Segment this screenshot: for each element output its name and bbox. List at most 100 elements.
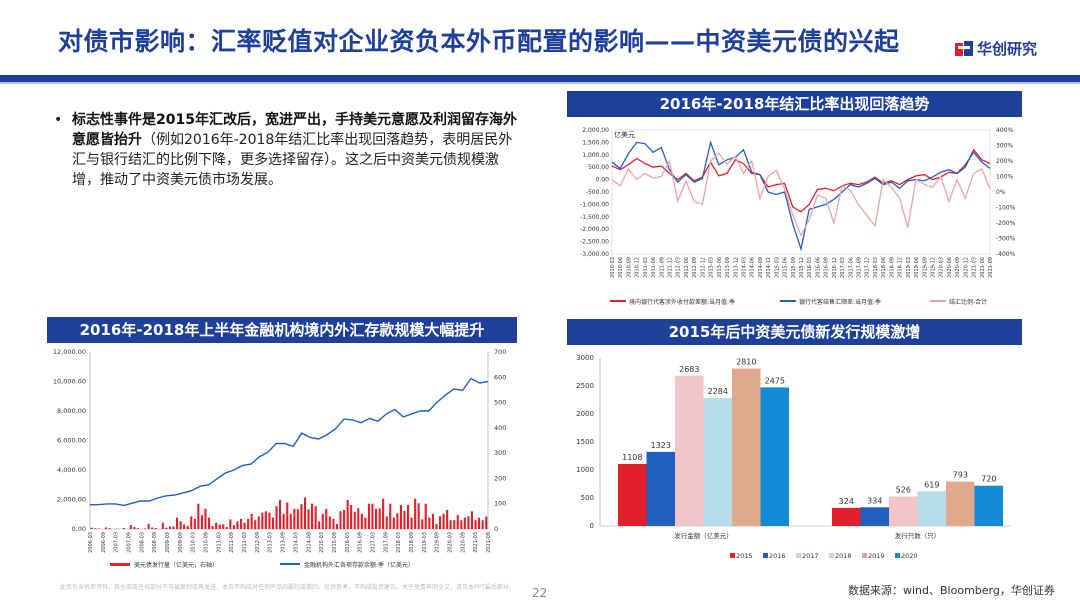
y-tick-left: 1,000.00 [582, 152, 609, 159]
bar-value-label: 324 [839, 497, 854, 506]
x-tick: 2016-03 [345, 532, 351, 553]
x-tick: 2018-03 [396, 532, 402, 553]
legend-label: 2017 [802, 552, 819, 560]
issuance-bar [129, 525, 132, 529]
issuance-bar [108, 528, 111, 529]
x-tick: 2019-09 [435, 532, 441, 553]
issuance-bar [247, 518, 250, 529]
bar-value-label: 334 [867, 496, 882, 505]
x-tick: 2011-09 [229, 532, 235, 553]
issuance-bar [378, 508, 381, 529]
issuance-bar [325, 508, 328, 529]
issuance-bar [250, 513, 253, 529]
y-tick-right: 200% [996, 158, 1013, 165]
x-tick: 2019-03 [906, 257, 912, 278]
bar-value-label: 2475 [765, 376, 785, 385]
issuance-bar [282, 513, 285, 529]
y-tick-right: 0 [494, 525, 498, 533]
y-tick-left: -2,000.00 [580, 226, 609, 233]
issuance-bar [279, 499, 282, 529]
y-tick-right: 300 [494, 449, 506, 457]
x-tick: 2020-12 [963, 257, 969, 278]
issuance-bar [353, 511, 356, 529]
x-tick: 2013-09 [725, 257, 731, 278]
bar-value-label: 1323 [651, 441, 671, 450]
legend-swatch [796, 553, 801, 558]
issuance-bar [410, 517, 413, 529]
x-tick: 2010-03 [191, 532, 197, 553]
x-tick: 2011-03 [643, 257, 649, 278]
x-tick: 2012-09 [692, 257, 698, 278]
issuance-bar [144, 528, 147, 529]
y-tick-left: 0.00 [596, 177, 610, 184]
issuance-bar [204, 508, 207, 529]
x-tick: 2007-03 [114, 532, 120, 553]
y-tick-right: 400% [996, 127, 1013, 134]
y-tick-left: 2,000.00 [582, 127, 609, 134]
issuance-bar [350, 505, 353, 529]
bond-bar [703, 398, 732, 526]
bond-bar [618, 464, 647, 526]
category-label: 发行只数（只） [895, 531, 941, 540]
legend-label: 2019 [868, 552, 885, 560]
issuance-bar [428, 517, 431, 529]
bar-value-label: 619 [924, 480, 939, 489]
legend-label: 境内银行代客涉外收付款差额:当月值:季 [629, 298, 735, 306]
series-line-1 [611, 148, 991, 213]
x-tick: 2014-03 [741, 257, 747, 278]
x-tick: 2020-03 [939, 257, 945, 278]
data-source: 数据来源：wind、Bloomberg，华创证券 [848, 584, 1055, 597]
issuance-bar [172, 526, 175, 529]
x-tick: 2012-03 [676, 257, 682, 278]
x-tick: 2013-09 [281, 532, 287, 553]
x-tick: 2020-09 [460, 532, 466, 553]
issuance-bar [478, 517, 481, 529]
legend-swatch-bars [110, 563, 130, 566]
issuance-bar [286, 502, 289, 529]
x-tick: 2012-09 [255, 532, 261, 553]
x-tick: 2008-09 [152, 532, 158, 553]
issuance-bar [90, 527, 93, 529]
issuance-bar [424, 503, 427, 529]
x-tick: 2014-09 [758, 257, 764, 278]
issuance-bar [94, 528, 97, 529]
issuance-bar [389, 503, 392, 529]
issuance-bar [215, 522, 218, 529]
usd-bond-issuance-chart: 3000 2500 2000 1500 1000 500 0 1108 1323 2683 2284… [576, 354, 1010, 560]
panel-title-settlement: 2016年-2018年结汇比率出现回落趋势 [567, 91, 1022, 117]
issuance-bar [179, 521, 182, 529]
issuance-bar [243, 522, 246, 529]
x-tick: 2006-09 [101, 532, 107, 553]
issuance-bar [200, 515, 203, 529]
issuance-bar [343, 510, 346, 529]
issuance-bar [470, 511, 473, 529]
x-tick: 2019-09 [922, 257, 928, 278]
page-title: 对债市影响：汇率贬值对企业资负本外币配置的影响——中资美元债的兴起 [58, 27, 900, 56]
x-tick: 2015-06 [783, 257, 789, 278]
y-tick-right: 300% [996, 143, 1013, 150]
y-tick: 500 [581, 494, 594, 502]
issuance-bar [431, 513, 434, 529]
settlement-ratio-chart: 亿美元 2,000.00 1,500.00 1,000.00 500.00 0.00 -50… [580, 127, 1016, 306]
bond-bar [917, 491, 946, 526]
x-tick: 2011-12 [668, 257, 674, 278]
x-tick: 2013-06 [717, 257, 723, 278]
x-tick: 2017-06 [848, 257, 854, 278]
issuance-bar [332, 518, 335, 529]
bond-bar [760, 387, 789, 526]
legend-label: 银行代客结售汇顺差:当月值:季 [799, 298, 881, 306]
issuance-bar [197, 503, 200, 529]
legend-label: 2015 [736, 552, 753, 560]
bullet-body-text: （例如2016年-2018年结汇比率出现回落趋势，表明居民外汇与银行结汇的比例下… [72, 132, 513, 188]
x-tick: 2018-09 [409, 532, 415, 553]
x-tick: 2009-03 [165, 532, 171, 553]
issuance-bar [275, 506, 278, 529]
x-tick: 2011-03 [216, 532, 222, 553]
y-tick-right: 600 [494, 373, 506, 381]
issuance-bar [396, 513, 399, 529]
x-tick: 2013-03 [268, 532, 274, 553]
x-tick: 2012-12 [700, 257, 706, 278]
x-tick: 2017-09 [383, 532, 389, 553]
legend-swatch [763, 553, 768, 558]
x-tick: 2016-03 [807, 257, 813, 278]
